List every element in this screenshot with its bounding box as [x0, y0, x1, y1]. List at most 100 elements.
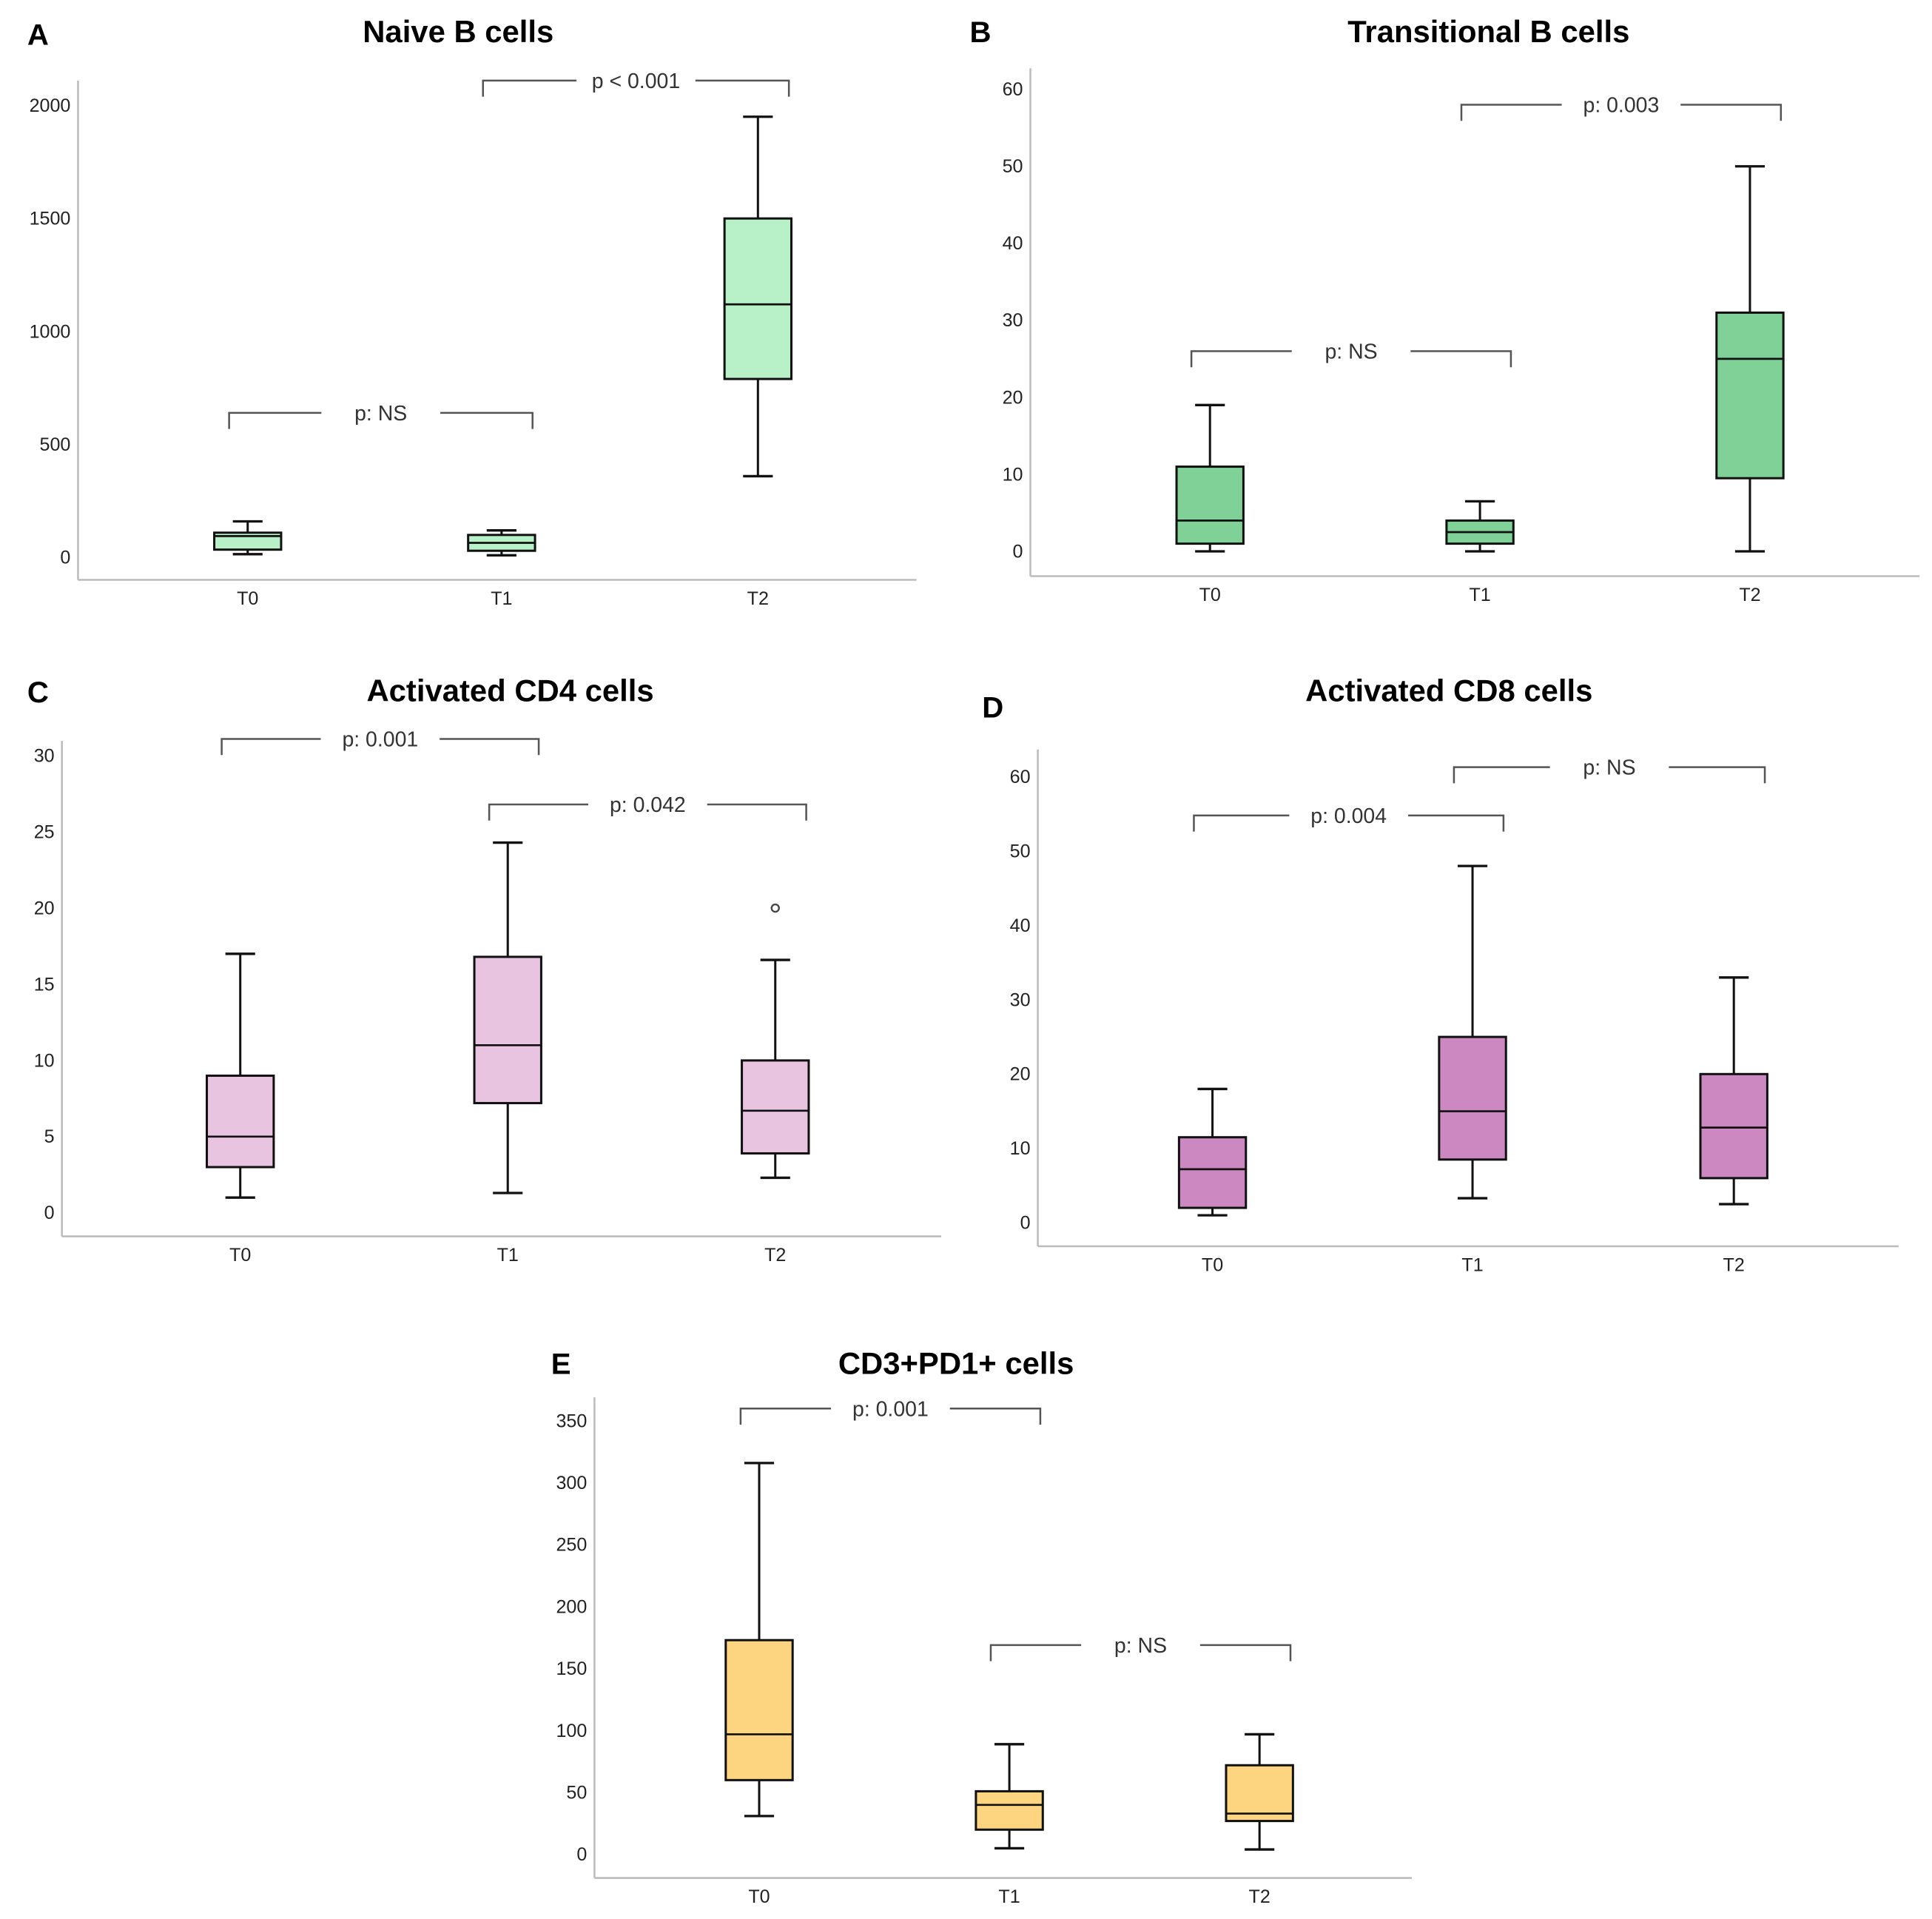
x-tick-label: T1 [497, 1245, 519, 1266]
panel-c: C Activated CD4 cells 0 5 10 15 20 25 30 T0 T1 T2 p:… [27, 673, 942, 1266]
p-value-label: p: 0.004 [1310, 804, 1387, 828]
significance-bracket: p: 0.001 [221, 728, 540, 756]
panel-letter: A [27, 18, 49, 51]
x-tick-label: T0 [1199, 585, 1221, 605]
box-t2 [1699, 976, 1768, 1206]
bracket-left [989, 1644, 1082, 1661]
box-t0 [724, 1462, 794, 1818]
significance-bracket: p: NS [1190, 340, 1512, 368]
y-tick-label: 10 [34, 1050, 55, 1071]
bracket-right [707, 803, 807, 821]
box-t2 [1225, 1733, 1294, 1851]
iqr-box [724, 1639, 794, 1781]
x-tick-label: T1 [491, 588, 512, 609]
p-value-label: p: NS [1325, 340, 1377, 364]
iqr-box [1715, 311, 1785, 480]
panel-d: D Activated CD8 cells 0 10 20 30 40 50 60 T0 T1 T2 p… [982, 673, 1899, 1275]
box-t0 [206, 952, 275, 1199]
p-value-label: p: NS [1114, 1634, 1167, 1658]
bracket-right [440, 411, 534, 429]
x-tick-label: T2 [747, 588, 769, 609]
box-t0 [213, 520, 283, 556]
chart-title: Activated CD8 cells [1305, 673, 1592, 708]
p-value-label: p: 0.042 [610, 793, 686, 817]
significance-bracket: p: 0.003 [1460, 94, 1783, 121]
x-tick-label: T1 [1461, 1254, 1483, 1275]
box-t1 [467, 529, 536, 557]
box-t2 [1715, 165, 1785, 553]
box-t1 [1438, 864, 1507, 1200]
y-tick-label: 0 [60, 548, 70, 568]
x-tick-label: T0 [237, 588, 258, 609]
bracket-left [488, 803, 589, 821]
significance-bracket: p: 0.042 [488, 793, 807, 821]
panel-a: A Naive B cells 0 500 1000 1500 2000 T0 T1 T2 p: N… [27, 14, 917, 609]
bracket-right [1680, 104, 1783, 121]
bracket-left [1453, 766, 1550, 784]
bracket-right [1408, 814, 1505, 832]
p-value-label: p: NS [354, 402, 407, 426]
y-tick-label: 50 [566, 1782, 587, 1803]
y-tick-label: 40 [1010, 915, 1031, 936]
y-tick-label: 350 [556, 1411, 587, 1431]
y-tick-label: 150 [556, 1658, 587, 1679]
x-tick-label: T0 [229, 1245, 251, 1266]
y-tick-label: 100 [556, 1721, 587, 1741]
y-tick-label: 10 [1003, 464, 1023, 485]
box-t0 [1175, 403, 1245, 553]
iqr-box [723, 217, 793, 380]
y-tick-label: 20 [1003, 387, 1023, 408]
y-tick-label: 500 [40, 434, 71, 455]
chart-title: Transitional B cells [1347, 14, 1629, 49]
box-t0 [1177, 1087, 1248, 1217]
iqr-box [206, 1074, 275, 1169]
panel-letter: D [982, 690, 1003, 724]
bracket-left [228, 411, 322, 429]
bracket-left [482, 79, 577, 97]
y-tick-label: 1500 [30, 209, 71, 229]
y-tick-label: 30 [1010, 989, 1031, 1010]
y-tick-label: 50 [1003, 156, 1023, 177]
p-value-label: p: 0.001 [342, 728, 418, 752]
y-tick-label: 10 [1010, 1138, 1031, 1159]
panel-e: E CD3+PD1+ cells 0 50 100 150 200 250 300 350 T0 T1… [551, 1345, 1413, 1907]
bracket-right [440, 738, 540, 756]
panel-letter: C [27, 676, 49, 709]
y-tick-label: 60 [1010, 767, 1031, 787]
x-tick-label: T2 [1723, 1254, 1745, 1275]
iqr-box [1699, 1072, 1768, 1180]
iqr-box [1225, 1764, 1294, 1823]
chart-title: CD3+PD1+ cells [838, 1345, 1074, 1380]
box-t2 [741, 958, 810, 1180]
y-tick-label: 2000 [30, 95, 71, 116]
y-tick-label: 300 [556, 1473, 587, 1493]
iqr-box [1177, 1136, 1248, 1209]
y-tick-label: 0 [44, 1203, 55, 1223]
x-tick-label: T0 [1202, 1254, 1223, 1275]
box-t1 [975, 1743, 1044, 1850]
y-tick-label: 60 [1003, 79, 1023, 100]
y-tick-label: 5 [44, 1126, 55, 1147]
y-tick-label: 20 [1010, 1064, 1031, 1085]
significance-bracket: p: NS [1453, 756, 1766, 784]
y-tick-label: 0 [576, 1844, 587, 1865]
bracket-right [1669, 766, 1766, 784]
y-tick-label: 40 [1003, 233, 1023, 254]
y-tick-label: 15 [34, 974, 55, 995]
bracket-left [221, 738, 321, 756]
iqr-box [975, 1789, 1044, 1831]
iqr-box [1175, 466, 1245, 545]
y-tick-label: 1000 [30, 321, 71, 342]
outlier-point [770, 903, 780, 913]
y-tick-label: 200 [556, 1596, 587, 1617]
bracket-right [949, 1407, 1042, 1425]
y-tick-label: 0 [1013, 541, 1023, 562]
x-tick-label: T1 [1469, 585, 1490, 605]
box-t2 [723, 115, 793, 478]
p-value-label: p: NS [1583, 756, 1635, 780]
chart-title: Naive B cells [363, 14, 553, 49]
significance-bracket: p: 0.004 [1193, 804, 1505, 832]
p-value-label: p: 0.001 [852, 1397, 929, 1421]
bracket-right [1199, 1644, 1292, 1661]
box-t1 [1445, 500, 1515, 553]
